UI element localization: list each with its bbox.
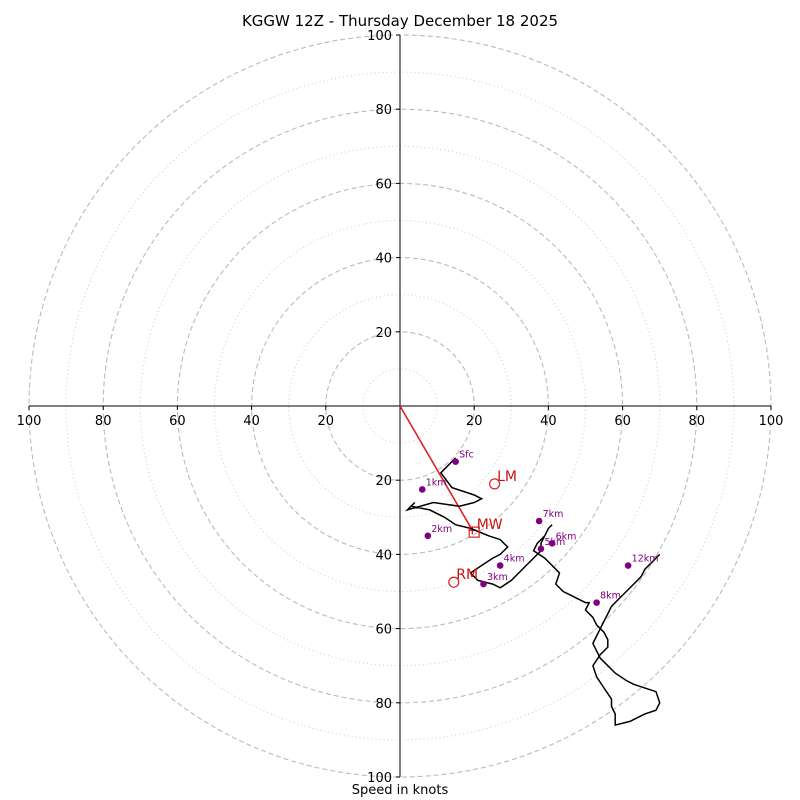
storm-label-mw: MW (477, 517, 503, 533)
height-marker-12km (624, 562, 632, 569)
y-tick-label: 40 (375, 548, 392, 563)
height-label-7km: 7km (543, 509, 564, 520)
height-marker-1km (418, 486, 426, 493)
x-tick-label: 100 (759, 414, 784, 429)
y-tick-label: 100 (367, 771, 392, 786)
height-label-3km: 3km (487, 572, 508, 583)
x-tick-label: 80 (689, 414, 706, 429)
height-marker-7km (535, 517, 543, 525)
x-tick-label: 40 (540, 414, 557, 429)
y-tick-label: 20 (375, 326, 392, 341)
y-tick-label: 60 (375, 623, 392, 638)
height-label-8km: 8km (600, 591, 621, 602)
y-tick-label: 80 (375, 697, 392, 712)
storm-label-lm: LM (497, 469, 517, 485)
y-tick-label: 100 (367, 29, 392, 44)
hodograph-layer (404, 457, 661, 727)
x-tick-label: 60 (169, 414, 186, 429)
height-marker-4km (496, 562, 504, 569)
mean-wind-layer (399, 405, 477, 535)
height-marker-6km (548, 539, 556, 547)
y-tick-label: 40 (375, 252, 392, 267)
tick-labels: 100 80 60 40 20 20 40 60 80 100 100 80 60 40 20 20 40 60 8… (17, 29, 784, 786)
storm-marker-rm (448, 576, 460, 588)
height-label-sfc: Sfc (459, 450, 474, 461)
height-label-1km: 1km (426, 477, 447, 488)
y-tick-label: 20 (375, 474, 392, 489)
height-label-12km: 12km (632, 554, 659, 565)
storm-motion-markers: LM MW RM (448, 469, 517, 588)
hodograph-trace (404, 457, 661, 727)
x-tick-label: 20 (466, 414, 483, 429)
storm-marker-lm (489, 478, 501, 490)
x-tick-label: 20 (318, 414, 335, 429)
y-tick-label: 80 (375, 103, 392, 118)
height-markers: Sfc1km2km3km4km5km6km7km8km12km (418, 450, 659, 606)
height-marker-5km (537, 545, 545, 553)
height-marker-2km (424, 532, 432, 540)
height-label-2km: 2km (431, 524, 452, 535)
x-tick-label: 40 (243, 414, 260, 429)
mean-wind-line (399, 405, 474, 531)
y-tick-label: 60 (375, 177, 392, 192)
storm-marker-mw (468, 526, 480, 538)
height-marker-3km (480, 580, 487, 588)
x-axis-label: Speed in knots (351, 783, 449, 798)
x-tick-label: 60 (614, 414, 631, 429)
storm-label-rm: RM (456, 567, 478, 583)
height-marker-sfc (452, 458, 459, 465)
height-label-4km: 4km (504, 554, 525, 565)
x-tick-label: 80 (95, 414, 112, 429)
x-tick-label: 100 (17, 414, 42, 429)
height-label-6km: 6km (556, 531, 577, 542)
height-marker-8km (593, 599, 600, 606)
chart-title: KGGW 12Z - Thursday December 18 2025 (241, 12, 559, 30)
